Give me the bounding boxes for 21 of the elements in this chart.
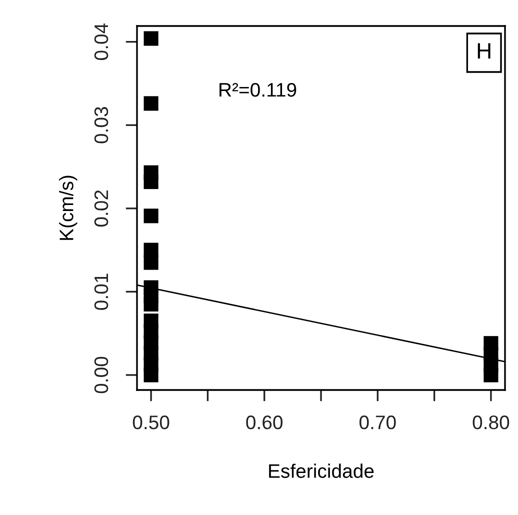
point (144, 368, 158, 382)
point (144, 96, 158, 111)
point (144, 255, 158, 270)
x-tick-label: 0.80 (472, 416, 510, 430)
y-tick-label: 0.02 (94, 190, 108, 227)
y-tick-label: 0.00 (94, 356, 108, 394)
x-tick-label: 0.70 (359, 416, 396, 430)
point (144, 174, 158, 190)
y-tick-label: 0.04 (94, 23, 108, 60)
point (144, 31, 158, 46)
x-axis-title: Esfericidade (269, 464, 374, 478)
point (144, 208, 158, 224)
y-axis-title: K(cm/s) (59, 176, 78, 240)
x-tick-label: 0.60 (246, 416, 283, 430)
x-tick-label: 0.50 (132, 416, 170, 430)
annotation: H (478, 43, 490, 58)
annotation: R²=0.119 (220, 82, 296, 97)
y-tick-label: 0.03 (94, 107, 108, 144)
point (484, 368, 498, 382)
y-tick-label: 0.01 (94, 274, 108, 310)
point (144, 296, 158, 312)
